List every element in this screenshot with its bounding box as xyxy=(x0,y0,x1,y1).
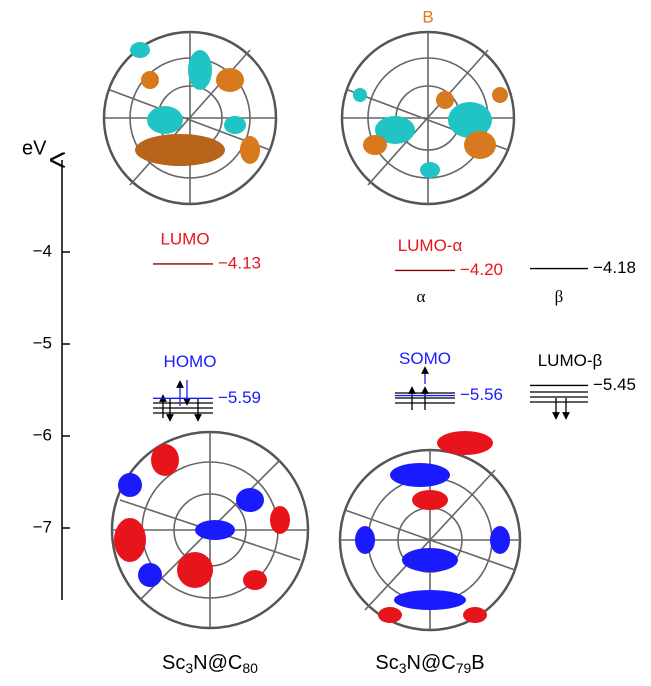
tick-label: −7 xyxy=(33,517,52,536)
molecule-name: Sc3N@C79B xyxy=(375,652,484,675)
level-name: LUMO xyxy=(160,229,209,248)
axis-label: eV xyxy=(22,137,47,159)
tick-label: −6 xyxy=(33,425,52,444)
level-name: LUMO-β xyxy=(538,351,603,370)
level-value: −5.56 xyxy=(460,385,503,404)
cage-top-left xyxy=(104,32,276,204)
level-value: −4.20 xyxy=(460,260,503,279)
level-name: HOMO xyxy=(164,352,217,371)
spin-label: α xyxy=(417,287,426,306)
level-value: −5.59 xyxy=(218,388,261,407)
cage-top-right xyxy=(342,32,514,204)
spin-label: β xyxy=(555,287,564,306)
tick-label: −5 xyxy=(33,333,52,352)
figure: B eV Sc3N@C80 Sc3N@C79B α β −4 −5 −6 −7 −4.1… xyxy=(0,0,651,681)
homo-electrons xyxy=(180,370,425,406)
cage-bottom-right xyxy=(340,431,520,630)
cage-bottom-left xyxy=(112,432,308,628)
level-name: LUMO-α xyxy=(398,236,463,255)
molecule-name: Sc3N@C80 xyxy=(162,652,258,675)
level-name: SOMO xyxy=(399,349,451,368)
tick-label: −4 xyxy=(33,241,52,260)
level-value: −4.18 xyxy=(593,258,636,277)
level-value: −4.13 xyxy=(218,253,261,272)
dopant-label: B xyxy=(422,7,433,26)
level-value: −5.45 xyxy=(593,375,636,394)
